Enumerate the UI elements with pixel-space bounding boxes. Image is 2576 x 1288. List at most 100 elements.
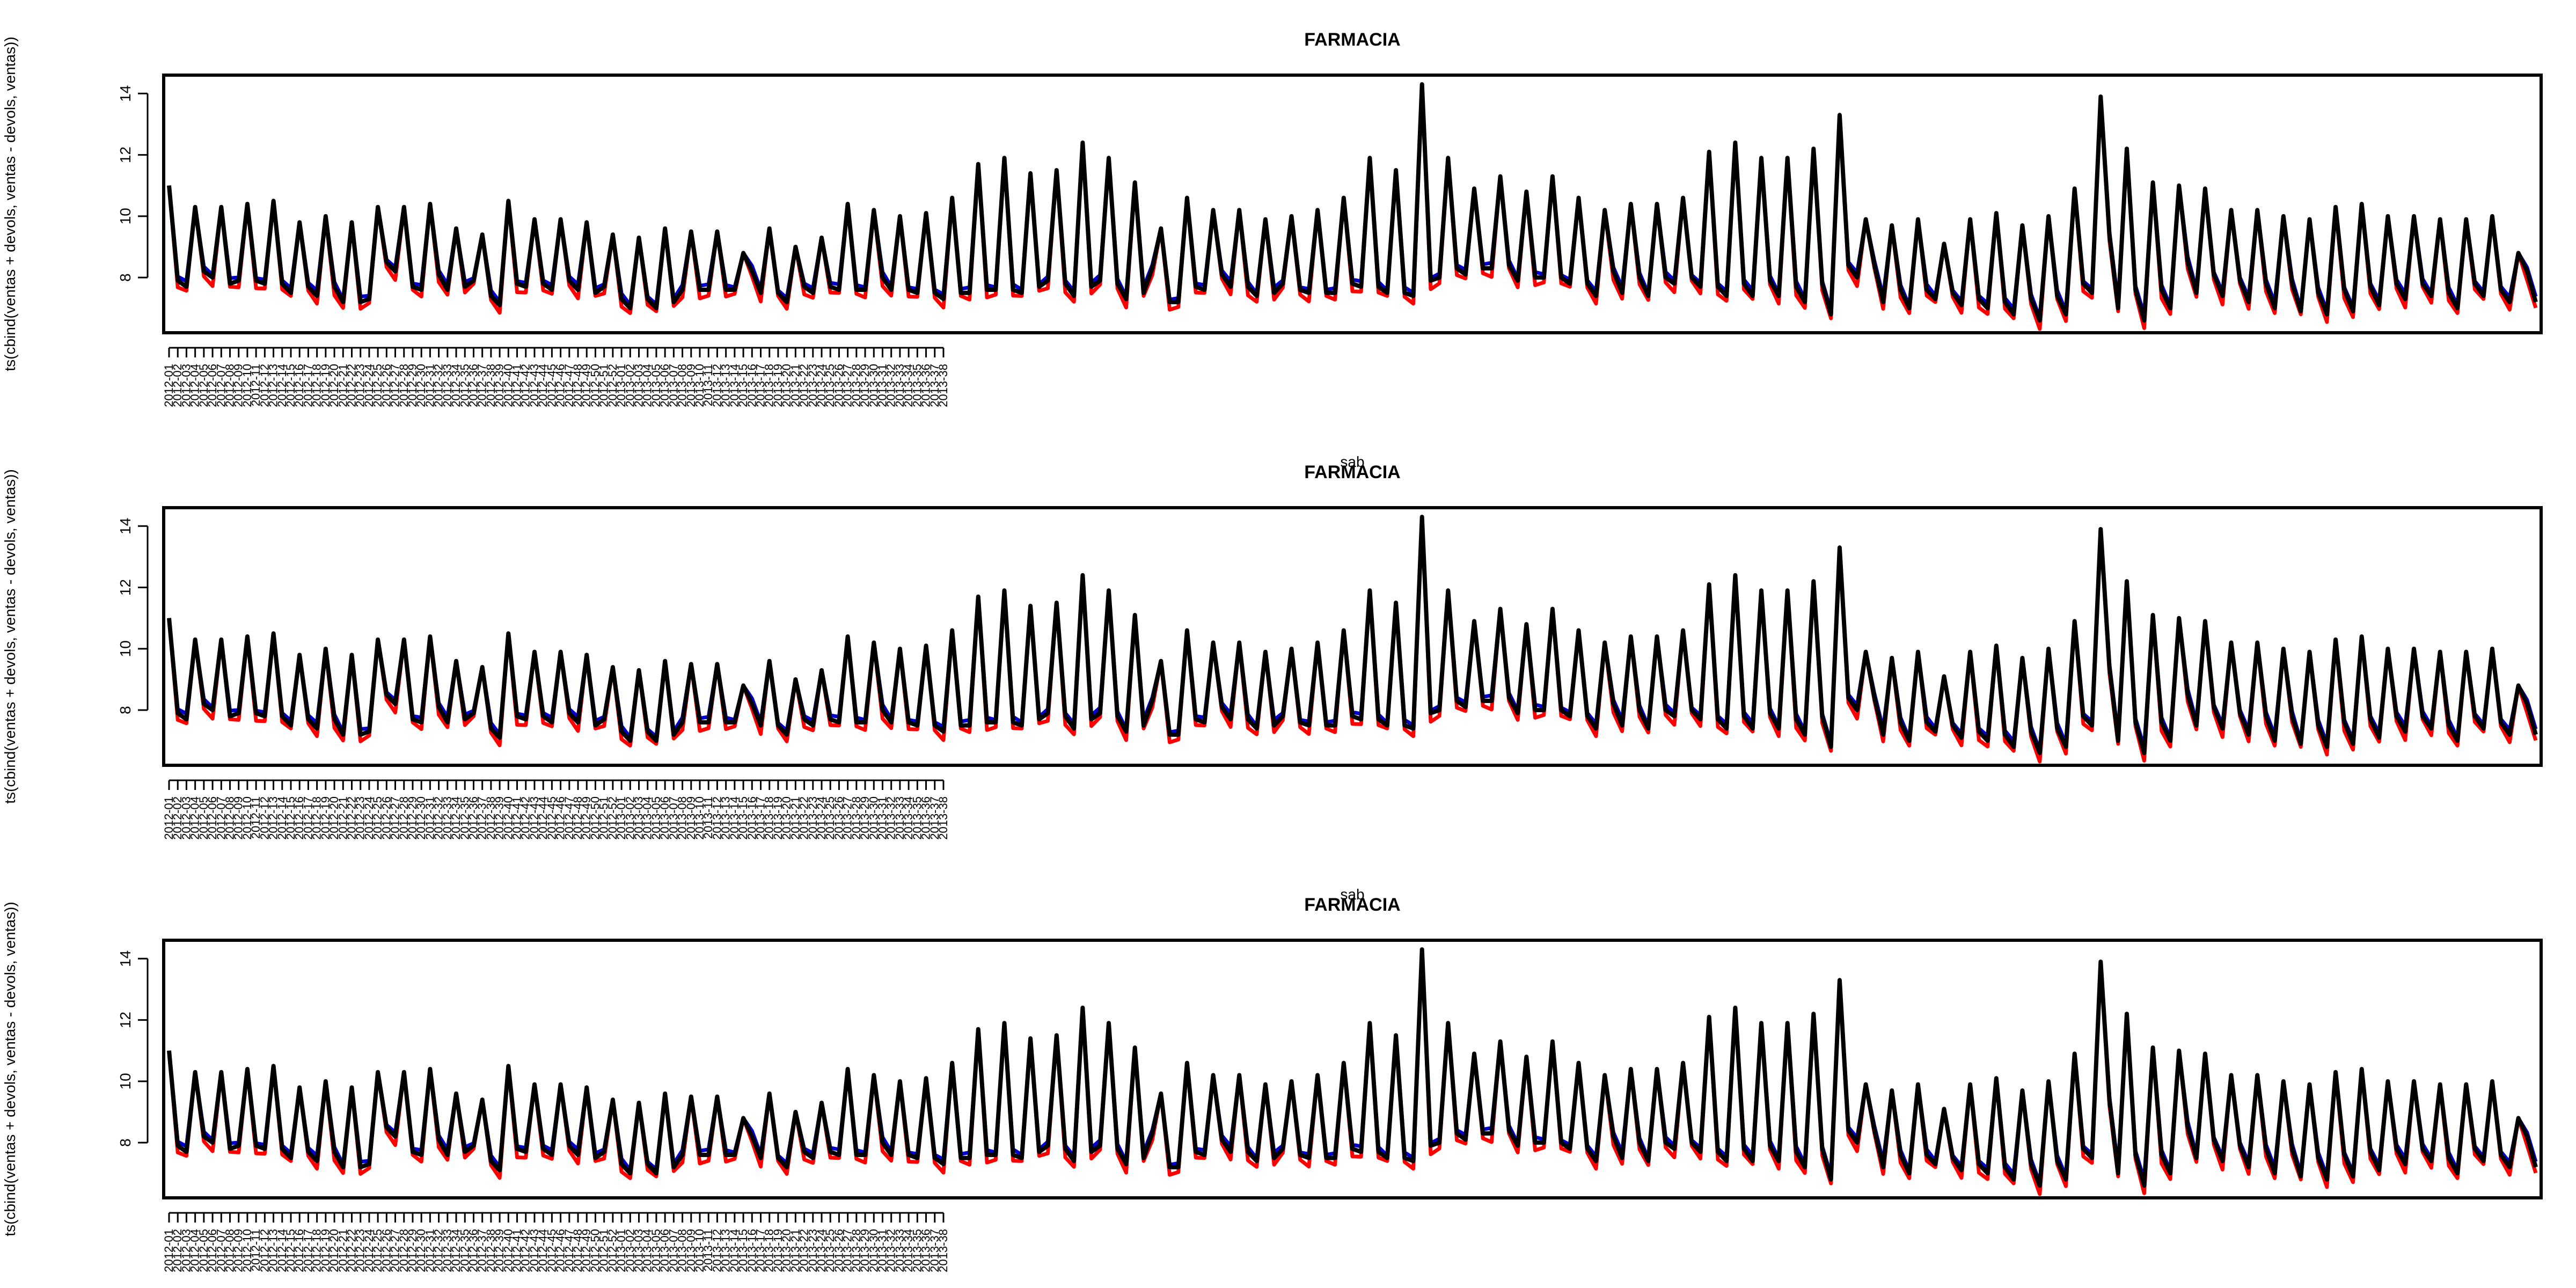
x-tick-label: 2012-25 [371, 1229, 384, 1272]
x-tick-label: 2013-31 [875, 364, 889, 407]
x-tick-label: 2013-26 [832, 1229, 845, 1272]
y-tick-label: 8 [117, 706, 134, 714]
x-tick-label: 2013-28 [850, 364, 863, 407]
x-tick-label: 2012-23 [354, 796, 367, 840]
x-tick-label: 2012-23 [354, 364, 367, 407]
x-tick-label: 2013-25 [823, 364, 837, 407]
y-axis-label: ts(cbind(ventas + devols, ventas - devol… [2, 469, 18, 803]
y-tick-label: 10 [117, 1073, 134, 1089]
x-tick-label: 2012-03 [179, 1229, 193, 1272]
x-tick-label: 2013-30 [867, 364, 880, 407]
panel-1: FARMACIA 8 10 12 14 ts(cbind(ventas + devols,… [2, 30, 2543, 470]
x-tick-label: 2012-14 [275, 796, 289, 840]
x-tick-label: 2012-15 [284, 796, 297, 840]
x-tick-label: 2012-50 [588, 796, 602, 840]
x-tick-label: 2012-35 [458, 796, 471, 840]
x-tick-label: 2012-19 [319, 796, 332, 840]
x-tick-label: 2012-39 [493, 796, 506, 840]
x-tick-label: 2013-15 [736, 1229, 750, 1272]
x-tick-label: 2013-36 [919, 364, 933, 407]
x-tick-label: 2012-02 [171, 1229, 184, 1272]
x-tick-label: 2012-46 [554, 796, 567, 840]
x-tick-label: 2012-17 [301, 1229, 314, 1272]
x-tick-label: 2013-33 [893, 364, 906, 407]
x-tick-label: 2013-12 [710, 1229, 723, 1272]
x-tick-label: 2012-09 [232, 364, 245, 407]
x-tick-label: 2012-22 [345, 796, 358, 840]
x-tick-label: 2012-51 [597, 1229, 611, 1272]
y-tick-label: 12 [117, 147, 134, 163]
x-tick-label: 2013-19 [771, 796, 785, 840]
x-tick-label: 2012-49 [580, 796, 593, 840]
x-tick-label: 2012-45 [545, 364, 558, 407]
x-axis-label: sab [1340, 453, 1364, 470]
x-tick-label: 2012-27 [389, 796, 402, 840]
x-tick-label: 2013-09 [684, 1229, 698, 1272]
x-tick-label: 2013-29 [858, 1229, 872, 1272]
x-tick-label: 2013-37 [928, 1229, 941, 1272]
chart-title: FARMACIA [1304, 462, 1400, 482]
x-tick-label: 2012-26 [379, 364, 393, 407]
x-tick-label: 2013-08 [676, 796, 689, 840]
x-tick-label: 2012-07 [214, 364, 228, 407]
x-tick-label: 2012-17 [301, 364, 314, 407]
x-tick-label: 2012-07 [214, 796, 228, 840]
x-tick-label: 2012-15 [284, 1229, 297, 1272]
x-tick-label: 2012-26 [379, 796, 393, 840]
x-tick-label: 2012-24 [362, 796, 376, 840]
x-tick-label: 2012-40 [501, 364, 515, 407]
y-axis-label: ts(cbind(ventas + devols, ventas - devol… [2, 902, 18, 1236]
x-tick-label: 2013-08 [676, 364, 689, 407]
x-tick-label: 2013-25 [823, 1229, 837, 1272]
x-tick-label: 2013-03 [632, 1229, 646, 1272]
x-tick-label: 2013-21 [788, 1229, 802, 1272]
x-tick-label: 2013-01 [614, 796, 628, 840]
x-tick-label: 2013-07 [667, 364, 680, 407]
x-tick-label: 2013-08 [676, 1229, 689, 1272]
y-tick-label: 12 [117, 1012, 134, 1028]
x-tick-label: 2012-08 [223, 796, 236, 840]
x-tick-label: 2012-09 [232, 796, 245, 840]
x-tick-label: 2013-35 [910, 1229, 924, 1272]
x-tick-label: 2013-32 [884, 364, 898, 407]
x-tick-label: 2013-01 [614, 1229, 628, 1272]
x-tick-label: 2013-15 [736, 796, 750, 840]
x-tick-label: 2012-19 [319, 1229, 332, 1272]
x-tick-label: 2012-49 [580, 1229, 593, 1272]
x-tick-label: 2012-50 [588, 1229, 602, 1272]
x-tick-label: 2013-30 [867, 1229, 880, 1272]
x-tick-label: 2012-41 [510, 364, 524, 407]
x-tick-label: 2012-37 [475, 364, 489, 407]
x-tick-label: 2013-04 [641, 796, 654, 840]
x-tick-label: 2012-24 [362, 364, 376, 407]
x-tick-label: 2013-12 [710, 796, 723, 840]
x-tick-label: 2012-43 [528, 796, 541, 840]
x-tick-label: 2012-38 [484, 364, 497, 407]
x-tick-label: 2012-45 [545, 796, 558, 840]
x-tick-label: 2012-10 [240, 1229, 254, 1272]
x-tick-label: 2012-35 [458, 1229, 471, 1272]
x-tick-label: 2012-39 [493, 1229, 506, 1272]
x-tick-label: 2013-22 [797, 796, 811, 840]
x-tick-label: 2013-22 [797, 1229, 811, 1272]
x-tick-label: 2013-17 [754, 796, 767, 840]
x-tick-label: 2013-11 [701, 796, 715, 839]
x-tick-label: 2012-27 [389, 1229, 402, 1272]
x-tick-label: 2012-52 [606, 1229, 619, 1272]
x-tick-label: 2012-29 [406, 364, 419, 407]
x-tick-label: 2012-42 [519, 1229, 532, 1272]
x-tick-label: 2012-37 [475, 1229, 489, 1272]
x-tick-label: 2012-30 [414, 364, 428, 407]
x-tick-label: 2013-16 [745, 364, 758, 407]
y-tick-label: 8 [117, 273, 134, 282]
x-tick-label: 2013-37 [928, 364, 941, 407]
x-tick-label: 2012-36 [466, 1229, 480, 1272]
x-tick-label: 2012-18 [310, 364, 324, 407]
x-tick-label: 2013-34 [902, 1229, 915, 1272]
x-tick-label: 2013-06 [658, 796, 671, 840]
x-tick-label: 2012-21 [336, 364, 349, 407]
x-tick-label: 2013-27 [841, 796, 854, 840]
x-tick-label: 2012-10 [240, 796, 254, 840]
x-tick-label: 2013-16 [745, 1229, 758, 1272]
x-tick-label: 2012-44 [536, 1229, 550, 1272]
